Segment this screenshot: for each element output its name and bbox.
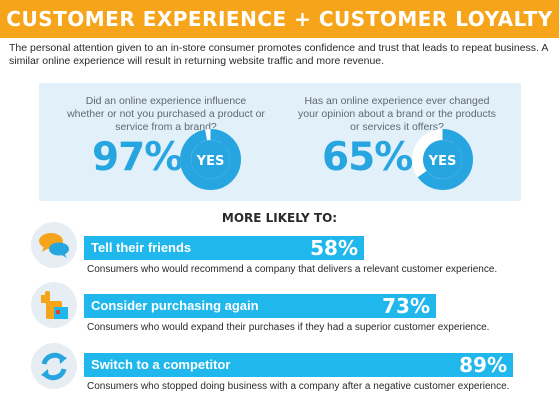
stats-panel: Did an online experience influence wheth… — [39, 83, 521, 201]
bar-consider-purchasing: Consider purchasing again 73% — [84, 294, 436, 318]
desc-tell-friends: Consumers who would recommend a company … — [87, 264, 498, 275]
stat-question-1: Did an online experience influence wheth… — [67, 95, 265, 133]
bar-label-tell-friends: Tell their friends — [91, 240, 192, 255]
desc-consider-purchasing: Consumers who would expand their purchas… — [87, 322, 490, 333]
bar-label-consider-purchasing: Consider purchasing again — [91, 298, 259, 313]
speech-bubbles-icon — [31, 222, 77, 268]
bar-tell-friends: Tell their friends 58% — [84, 236, 364, 260]
stat-percent-2: 65% — [322, 135, 413, 180]
donut-arc — [180, 129, 241, 190]
intro-text: The personal attention given to an in-st… — [9, 42, 548, 67]
desc-switch-competitor: Consumers who stopped doing business wit… — [87, 381, 510, 392]
bar-switch-competitor: Switch to a competitor 89% — [84, 353, 513, 377]
bar-label-switch-competitor: Switch to a competitor — [91, 357, 231, 372]
thumbs-up-icon — [31, 282, 77, 328]
donut-center — [423, 140, 462, 179]
stat-percent-1: 97% — [92, 135, 183, 180]
donut-center — [191, 140, 230, 179]
more-likely-heading: MORE LIKELY TO: — [221, 211, 338, 225]
stat-question-2: Has an online experience ever changed yo… — [298, 95, 496, 133]
header-banner — [0, 0, 559, 38]
bar-percent-tell-friends: 58% — [310, 236, 358, 260]
donut-chart-2: YES — [412, 129, 473, 190]
bar-percent-switch-competitor: 89% — [459, 353, 507, 377]
donut-arc — [412, 129, 473, 190]
donut-answer-2: YES — [428, 154, 457, 169]
switch-arrows-icon — [31, 343, 77, 389]
donut-chart-1: YES — [180, 129, 241, 190]
page-title: CUSTOMER EXPERIENCE + CUSTOMER LOYALTY — [6, 7, 553, 31]
bar-percent-consider-purchasing: 73% — [382, 294, 430, 318]
donut-answer-1: YES — [196, 154, 225, 169]
